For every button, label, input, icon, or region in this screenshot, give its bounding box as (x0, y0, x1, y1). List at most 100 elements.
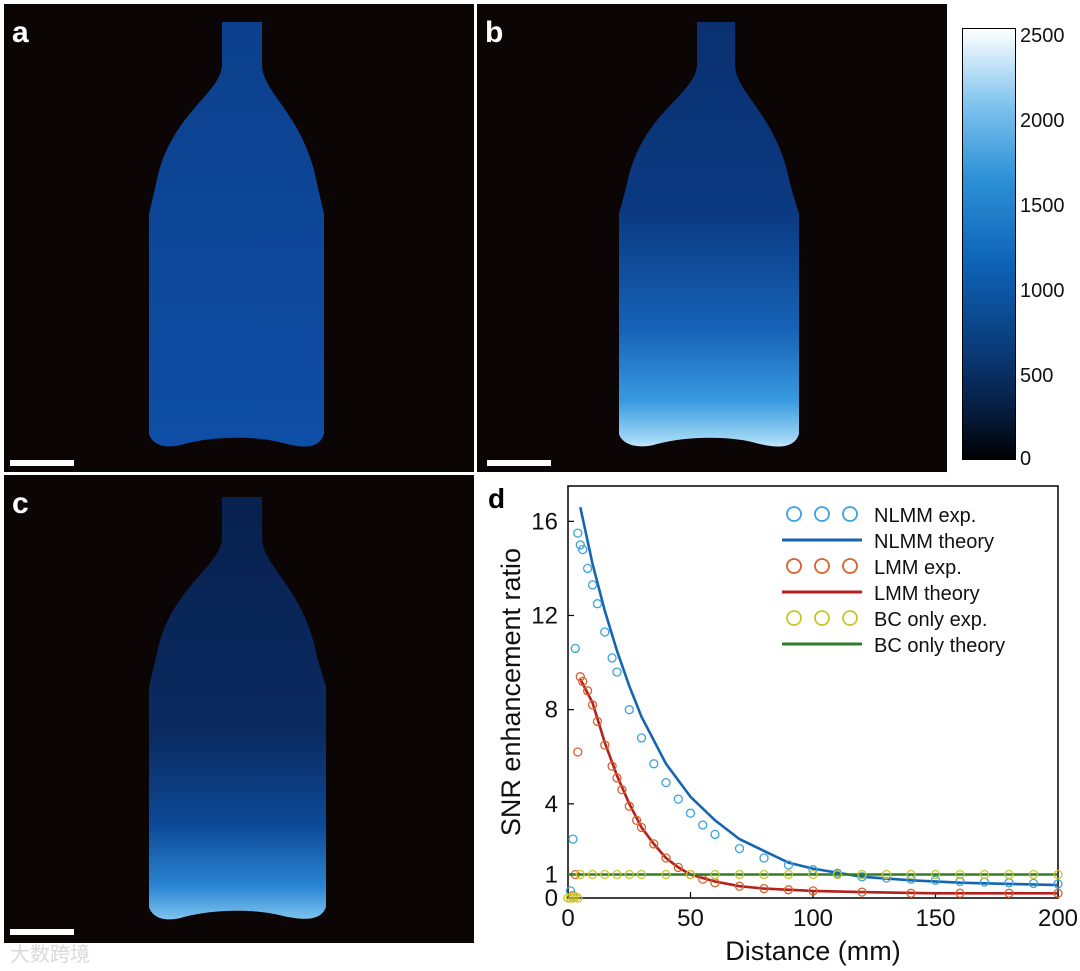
data-point-lmm-exp (906, 888, 916, 898)
data-point-nlmm-exp (734, 843, 745, 854)
legend-label: LMM theory (874, 583, 980, 605)
data-point-lmm-exp (808, 886, 818, 896)
x-tick-label: 100 (793, 905, 833, 932)
data-point-bc-only-exp (930, 869, 941, 880)
x-tick-label: 0 (561, 905, 574, 932)
data-point-bc-only-exp (612, 869, 622, 880)
data-point-lmm-exp (617, 785, 627, 795)
data-point-nlmm-exp (607, 653, 617, 663)
snr-chart: d 0 50 100 150 200 01 4 8 12 16 NLMM exp. NLMM the… (488, 483, 1078, 966)
data-point-nlmm-exp (636, 733, 647, 743)
y-tick-label: 16 (531, 508, 558, 535)
data-point-bc-only-exp (573, 893, 583, 903)
bottle-image-a (149, 22, 324, 447)
y-tick-label: 1 (545, 861, 558, 888)
colorbar-tick: 0 (1020, 448, 1032, 470)
colorbar-tick: 2000 (1020, 110, 1065, 132)
y-tick-label: 12 (531, 602, 558, 629)
legend-marker (786, 506, 802, 522)
data-point-lmm-exp (955, 888, 965, 898)
y-axis-label: SNR enhancement ratio (496, 548, 526, 836)
x-axis-label: Distance (mm) (725, 936, 901, 966)
scale-bar-c (10, 929, 74, 935)
data-point-bc-only-exp (979, 869, 990, 880)
data-point-lmm-exp (607, 761, 617, 771)
panel-a-image: a (4, 4, 474, 472)
data-point-lmm-exp (578, 676, 588, 687)
data-point-nlmm-exp (1053, 879, 1063, 889)
data-point-nlmm-exp (578, 544, 588, 555)
panel-c-image: c (4, 475, 474, 943)
data-point-nlmm-exp (661, 777, 671, 788)
panel-label-d: d (488, 483, 505, 514)
data-point-bc-only-exp (857, 869, 867, 880)
data-point-lmm-exp (1004, 888, 1014, 898)
data-point-nlmm-exp (592, 599, 603, 609)
bottle-image-b (619, 22, 799, 447)
data-point-lmm-exp (661, 853, 671, 863)
data-point-lmm-exp (573, 747, 583, 757)
x-tick-label: 200 (1038, 905, 1078, 932)
data-point-nlmm-exp (600, 627, 610, 637)
data-point-lmm-exp (734, 881, 745, 891)
data-point-lmm-exp (600, 740, 610, 750)
data-point-lmm-exp (636, 822, 647, 833)
data-point-nlmm-exp (955, 876, 965, 887)
data-point-nlmm-exp (570, 643, 580, 654)
data-point-nlmm-exp (1028, 878, 1039, 889)
data-point-lmm-exp (673, 862, 683, 873)
series-line-nlmm-theory (579, 506, 1059, 887)
panel-label-a: a (12, 16, 29, 49)
panel-b-image: b (477, 4, 947, 472)
data-point-lmm-exp (857, 887, 867, 897)
data-point-nlmm-exp (612, 667, 622, 677)
data-point-bc-only-exp (1004, 869, 1014, 880)
legend-marker (814, 558, 830, 574)
x-tick-label: 50 (677, 905, 704, 932)
data-point-bc-only-exp (955, 869, 965, 880)
data-point-nlmm-exp (573, 528, 583, 538)
panel-label-b: b (485, 16, 504, 49)
legend-marker (842, 506, 858, 522)
data-point-lmm-exp (612, 773, 622, 783)
colorbar-tick: 2500 (1020, 25, 1065, 47)
data-point-nlmm-exp (568, 834, 578, 844)
y-tick-label: 4 (545, 791, 558, 818)
scale-bar-b (487, 460, 551, 466)
data-point-bc-only-exp (661, 869, 671, 880)
data-point-bc-only-exp (587, 869, 598, 880)
data-point-lmm-exp (1053, 888, 1063, 898)
panel-label-c: c (12, 487, 29, 520)
data-point-nlmm-exp (575, 540, 585, 550)
scale-bar-a (10, 460, 74, 466)
legend-label: LMM exp. (874, 557, 962, 579)
x-tick-label: 150 (915, 905, 955, 932)
data-point-bc-only-exp (600, 869, 610, 880)
data-point-bc-only-exp (636, 869, 647, 880)
data-point-nlmm-exp (624, 705, 634, 715)
data-point-bc-only-exp (575, 869, 585, 880)
data-point-bc-only-exp (783, 869, 794, 880)
watermark: 大数跨境 (10, 944, 90, 966)
data-point-bc-only-exp (808, 869, 818, 880)
legend-label: NLMM theory (874, 531, 994, 553)
data-point-nlmm-exp (582, 563, 593, 574)
data-point-bc-only-exp (565, 893, 576, 903)
data-point-bc-only-exp (734, 869, 745, 880)
series-line-lmm-theory (579, 678, 1058, 895)
data-point-nlmm-exp (587, 580, 598, 590)
legend-marker (786, 610, 802, 626)
bottle-image-c (149, 497, 326, 920)
y-tick-label: 0 (545, 885, 558, 912)
data-point-bc-only-exp (759, 869, 769, 880)
data-point-lmm-exp (575, 672, 585, 682)
data-point-nlmm-exp (649, 759, 659, 769)
data-point-bc-only-exp (1028, 869, 1039, 880)
legend-marker (814, 610, 830, 626)
data-point-nlmm-exp (759, 853, 769, 863)
data-point-nlmm-exp (710, 829, 720, 840)
data-point-bc-only-exp (832, 869, 843, 880)
data-point-bc-only-exp (906, 869, 916, 880)
data-point-nlmm-exp (673, 794, 683, 804)
data-point-bc-only-exp (710, 869, 720, 880)
